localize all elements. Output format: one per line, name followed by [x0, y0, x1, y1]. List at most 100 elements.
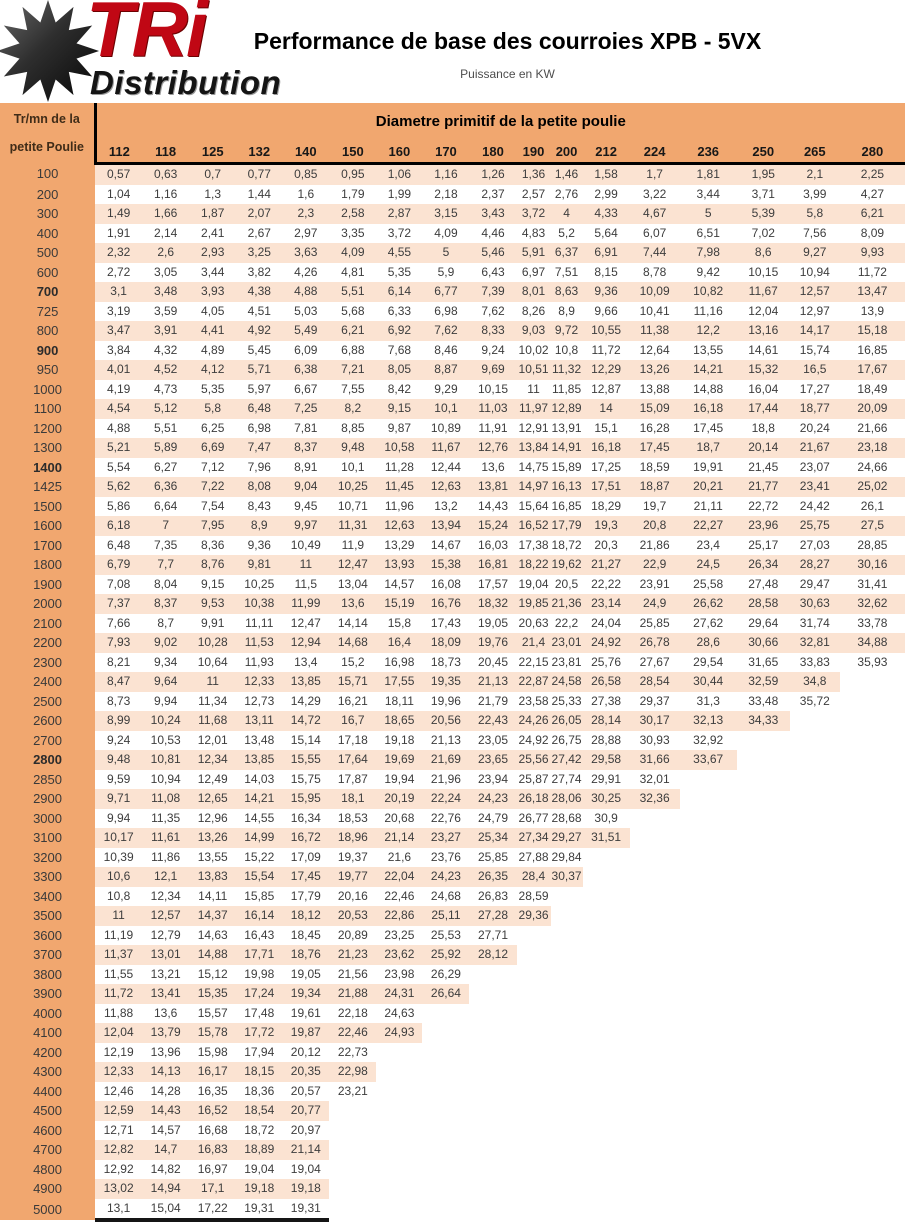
data-cell: 8,01	[516, 282, 551, 302]
data-cell: 9,48	[95, 750, 143, 770]
data-cell: 16,97	[189, 1159, 237, 1179]
row-label: 725	[0, 301, 96, 321]
data-cell: 3,72	[376, 223, 423, 243]
table-row: 100 0,57 0,63 0,7 0,77 0,85 0,95 1,06 1,16 1,26 1,…	[0, 163, 905, 185]
data-cell	[582, 867, 630, 887]
table-row: 4800 12,92 14,82 16,97 19,04 19,04	[0, 1159, 905, 1179]
data-cell: 10,94	[789, 262, 840, 282]
data-cell: 18,8	[736, 418, 790, 438]
data-cell: 4,01	[95, 360, 143, 380]
data-cell: 14,88	[679, 379, 737, 399]
data-cell	[839, 1179, 905, 1199]
data-cell: 22,76	[422, 808, 470, 828]
data-cell	[582, 925, 630, 945]
data-cell: 21,79	[469, 691, 517, 711]
data-cell: 20,68	[376, 808, 423, 828]
data-cell	[422, 1179, 470, 1199]
data-cell: 13,01	[142, 945, 190, 965]
table-row: 3800 11,55 13,21 15,12 19,98 19,05 21,56 23,98 2…	[0, 964, 905, 984]
data-cell: 19,3	[582, 516, 630, 536]
data-cell	[736, 867, 790, 887]
data-cell	[789, 1198, 840, 1220]
data-cell: 16,18	[679, 399, 737, 419]
data-cell	[582, 886, 630, 906]
data-cell: 20,14	[736, 438, 790, 458]
data-cell: 14,63	[189, 925, 237, 945]
data-cell	[629, 906, 680, 926]
data-cell: 25,87	[516, 769, 551, 789]
data-cell: 1,26	[469, 163, 517, 185]
data-cell: 12,47	[329, 555, 377, 575]
row-label: 2900	[0, 789, 96, 809]
data-cell: 11,5	[282, 574, 330, 594]
data-cell	[736, 964, 790, 984]
page-title: Performance de base des courroies XPB - …	[253, 28, 762, 54]
table-row: 725 3,19 3,59 4,05 4,51 5,03 5,68 6,33 6,98 7,62 8…	[0, 301, 905, 321]
data-cell: 11,03	[469, 399, 517, 419]
data-cell: 27,38	[582, 691, 630, 711]
table-row: 2100 7,66 8,7 9,91 11,11 12,47 14,14 15,8 17,43 1…	[0, 613, 905, 633]
data-cell	[736, 1140, 790, 1160]
data-cell: 10,24	[142, 711, 190, 731]
data-cell: 17,27	[789, 379, 840, 399]
data-cell: 3,25	[236, 243, 283, 263]
data-cell: 21,4	[516, 633, 551, 653]
data-cell: 4,92	[236, 321, 283, 341]
data-cell: 3,19	[95, 301, 143, 321]
data-cell: 7	[142, 516, 190, 536]
data-cell: 26,75	[550, 730, 583, 750]
data-cell: 13,41	[142, 984, 190, 1004]
data-cell	[582, 984, 630, 1004]
data-cell: 7,25	[282, 399, 330, 419]
data-cell: 13,83	[189, 867, 237, 887]
data-cell	[550, 1179, 583, 1199]
data-cell	[329, 1179, 377, 1199]
data-cell: 4,12	[189, 360, 237, 380]
data-cell: 19,18	[376, 730, 423, 750]
data-cell: 8,37	[282, 438, 330, 458]
data-cell: 13,4	[282, 652, 330, 672]
data-cell: 4	[550, 204, 583, 224]
data-cell: 10,15	[469, 379, 517, 399]
data-cell: 24,04	[582, 613, 630, 633]
data-cell: 3,15	[422, 204, 470, 224]
data-cell: 8,91	[282, 457, 330, 477]
data-cell: 13,26	[629, 360, 680, 380]
data-cell: 1,87	[189, 204, 237, 224]
data-cell	[516, 1101, 551, 1121]
data-cell: 10,89	[422, 418, 470, 438]
data-cell: 11,19	[95, 925, 143, 945]
data-cell: 5,39	[736, 204, 790, 224]
table-row: 3000 9,94 11,35 12,96 14,55 16,34 18,53 20,68 22…	[0, 808, 905, 828]
data-cell: 1,7	[629, 163, 680, 185]
data-cell: 20,97	[282, 1120, 330, 1140]
data-cell: 10,15	[736, 262, 790, 282]
data-cell: 4,38	[236, 282, 283, 302]
data-cell: 19,37	[329, 847, 377, 867]
data-cell: 15,75	[282, 769, 330, 789]
data-cell: 14,13	[142, 1062, 190, 1082]
data-cell	[679, 1140, 737, 1160]
data-cell	[679, 808, 737, 828]
data-cell: 28,6	[679, 633, 737, 653]
data-cell: 27,5	[839, 516, 905, 536]
data-cell: 2,97	[282, 223, 330, 243]
data-cell: 13,91	[550, 418, 583, 438]
data-cell: 2,3	[282, 204, 330, 224]
data-cell: 31,41	[839, 574, 905, 594]
data-cell: 20,56	[422, 711, 470, 731]
data-cell: 23,41	[789, 477, 840, 497]
data-cell: 6,14	[376, 282, 423, 302]
data-cell: 4,89	[189, 340, 237, 360]
row-label: 1200	[0, 418, 96, 438]
data-cell: 9,53	[189, 594, 237, 614]
table-row: 1600 6,18 7 7,95 8,9 9,97 11,31 12,63 13,94 15,24…	[0, 516, 905, 536]
data-cell: 12,63	[422, 477, 470, 497]
data-cell	[736, 769, 790, 789]
data-cell: 15,74	[789, 340, 840, 360]
data-cell: 32,92	[679, 730, 737, 750]
data-cell: 25,85	[469, 847, 517, 867]
data-cell: 4,83	[516, 223, 551, 243]
data-cell	[376, 1101, 423, 1121]
data-cell: 9,69	[469, 360, 517, 380]
